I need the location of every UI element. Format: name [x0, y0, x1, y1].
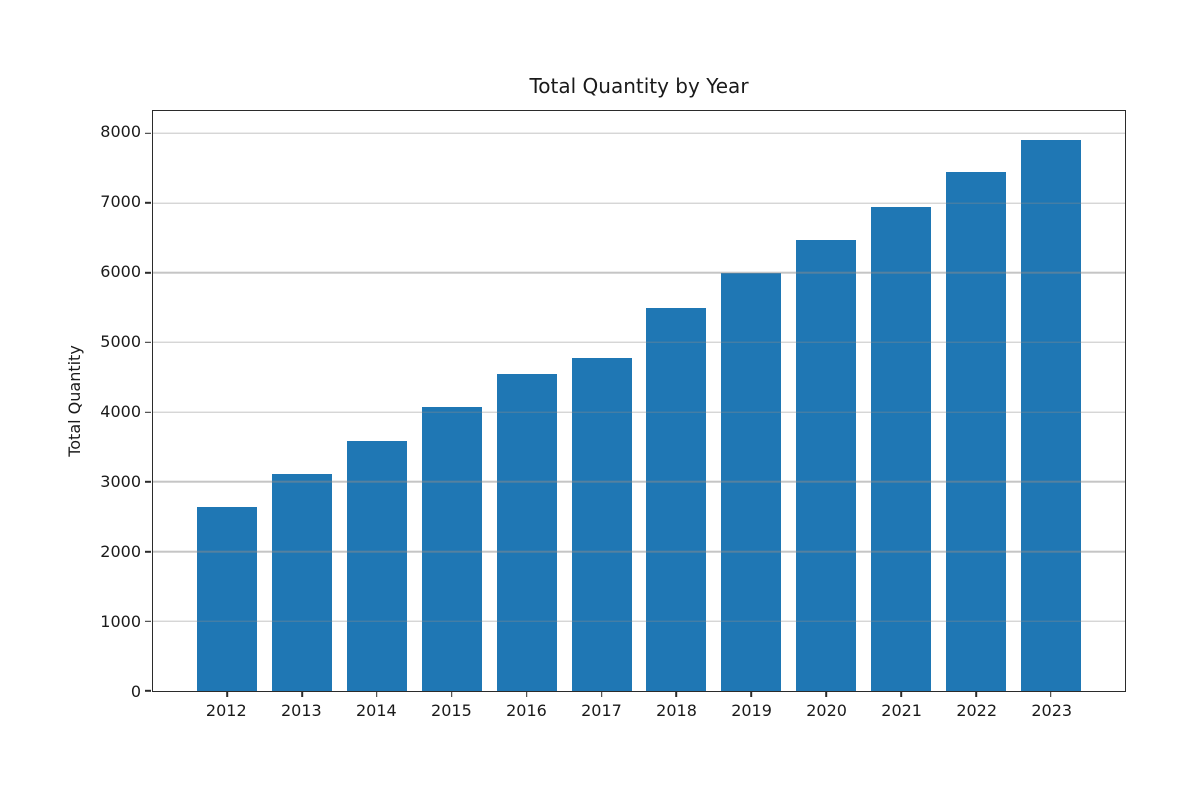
- x-tick-label: 2014: [356, 701, 397, 720]
- y-tick-label: 6000: [100, 262, 141, 282]
- x-tick-mark: [900, 691, 902, 697]
- bar: [796, 239, 857, 691]
- x-tick-mark: [525, 691, 528, 697]
- y-tick-label: 0: [130, 682, 141, 701]
- bar: [946, 172, 1006, 691]
- x-tick-mark: [376, 691, 378, 697]
- y-tick-mark: [145, 620, 151, 623]
- x-tick-mark: [450, 691, 453, 697]
- y-tick-mark: [145, 341, 151, 344]
- y-tick-label: 3000: [100, 472, 141, 492]
- y-tick-label: 1000: [100, 612, 141, 632]
- x-tick-label: 2020: [806, 701, 847, 720]
- y-tick-label: 5000: [100, 332, 141, 352]
- gridline: [153, 341, 1125, 344]
- x-tick-mark: [675, 691, 678, 697]
- bar: [1020, 140, 1081, 691]
- y-tick-mark: [145, 271, 151, 274]
- y-tick-labels: 0 1000 2000 3000 4000 5000 6000 7000 8000: [0, 110, 141, 700]
- y-tick-label: 2000: [100, 542, 141, 562]
- x-tick-mark: [750, 691, 753, 697]
- x-tick-label: 2012: [205, 701, 247, 720]
- x-tick-mark: [301, 691, 303, 697]
- x-tick-label: 2023: [1031, 701, 1073, 720]
- y-tick-mark: [145, 202, 151, 204]
- y-tick-mark: [145, 690, 151, 692]
- x-tick-label: 2022: [956, 701, 998, 720]
- bar: [421, 406, 482, 691]
- x-tick-mark: [1050, 691, 1052, 697]
- y-tick-label: 4000: [100, 402, 141, 422]
- bar: [571, 358, 632, 691]
- gridline: [153, 202, 1125, 204]
- chart-title: Total Quantity by Year: [529, 74, 749, 98]
- axes: [145, 110, 1126, 697]
- x-tick-mark: [975, 691, 977, 697]
- x-tick-mark: [600, 691, 603, 697]
- gridline: [153, 481, 1125, 483]
- x-tick-label: 2013: [280, 701, 322, 720]
- bar: [871, 206, 932, 691]
- x-tick-label: 2018: [656, 701, 697, 720]
- bar: [346, 440, 407, 691]
- bar: [646, 307, 707, 691]
- bar: [197, 506, 258, 691]
- gridline: [153, 132, 1125, 135]
- x-tick-label: 2019: [731, 701, 772, 720]
- bar: [272, 473, 332, 691]
- y-tick-mark: [145, 481, 151, 483]
- x-tick-label: 2021: [881, 701, 922, 720]
- x-tick-labels: 2012 2013 2014 2015 2016 2017 2018 2019 2020 2021…: [152, 700, 1126, 726]
- y-tick-mark: [145, 132, 151, 135]
- gridline: [153, 411, 1125, 413]
- gridline: [153, 620, 1125, 622]
- y-tick-label: 7000: [100, 192, 141, 212]
- x-tick-mark: [825, 691, 827, 697]
- y-tick-mark: [145, 411, 151, 413]
- y-tick-mark: [145, 550, 151, 553]
- bar: [496, 373, 557, 691]
- x-tick-label: 2016: [506, 701, 547, 720]
- gridline: [153, 272, 1125, 274]
- x-tick-mark: [226, 691, 228, 697]
- x-tick-label: 2017: [581, 701, 622, 720]
- x-tick-label: 2015: [431, 701, 472, 720]
- gridline: [153, 550, 1125, 553]
- y-tick-label: 8000: [100, 122, 141, 142]
